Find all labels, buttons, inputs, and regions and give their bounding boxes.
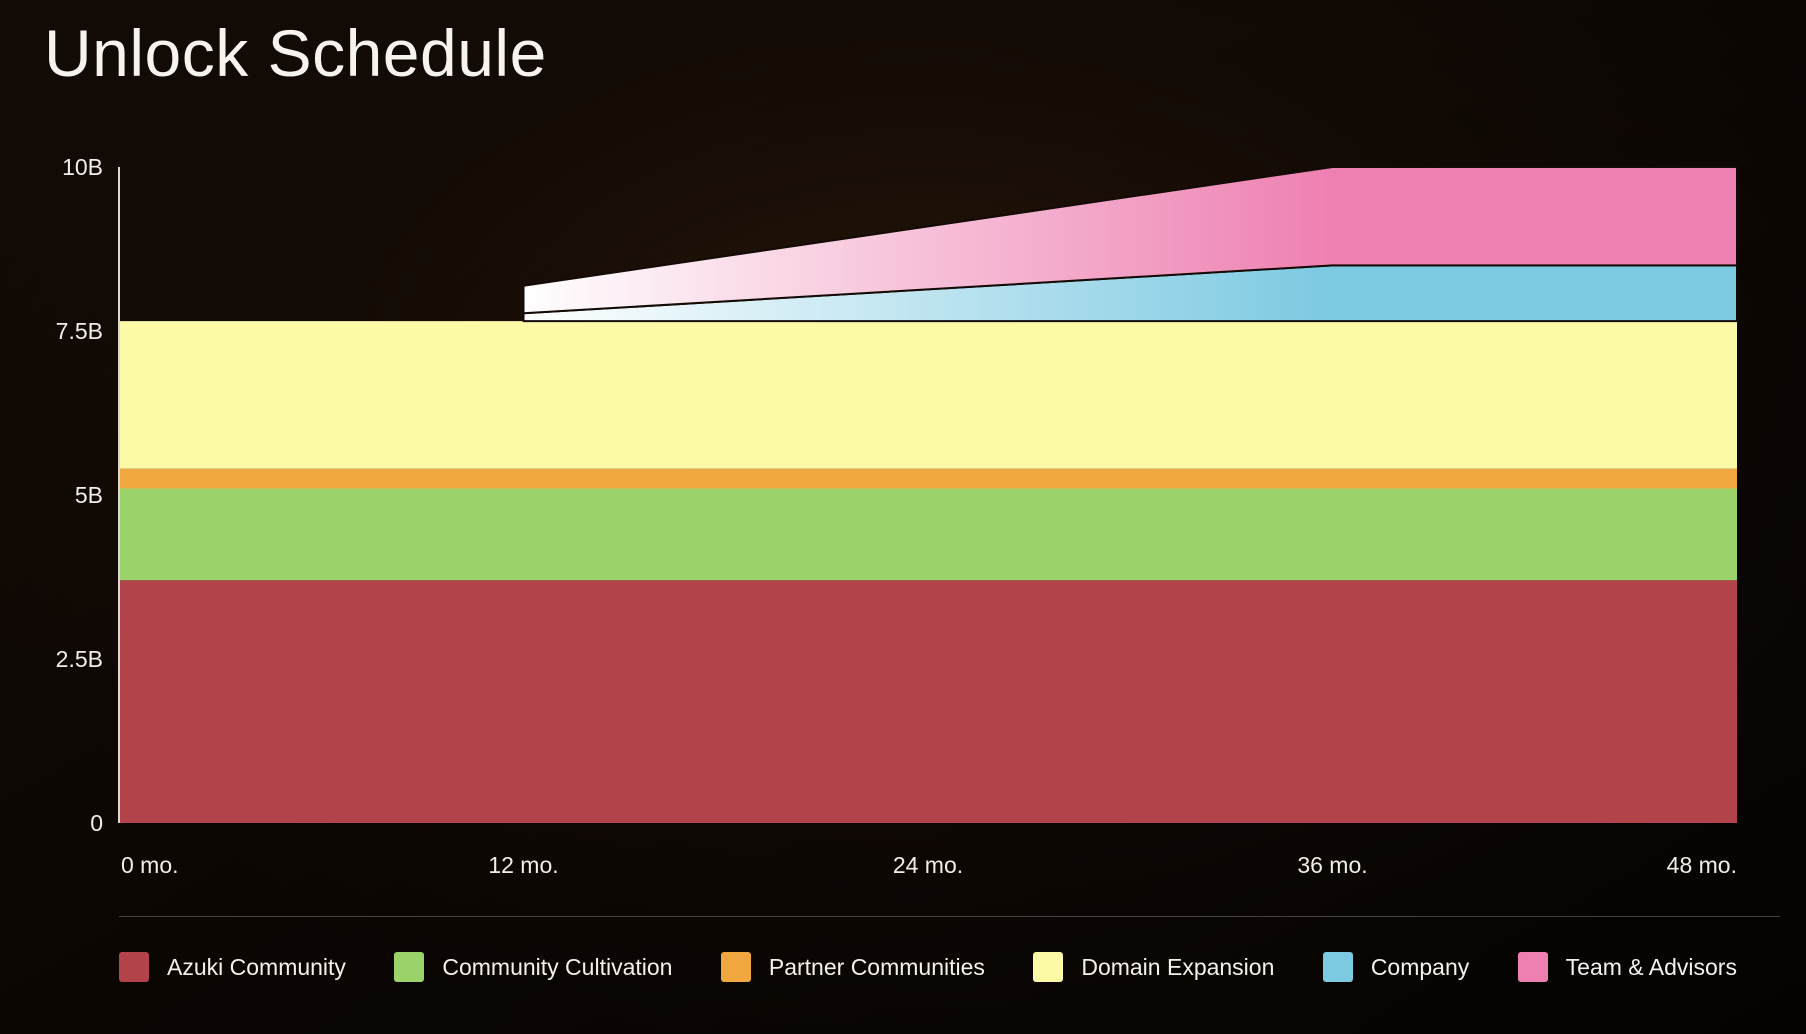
y-tick-label-5b: 5B — [75, 482, 103, 508]
legend-label: Partner Communities — [768, 953, 985, 980]
legend-label: Domain Expansion — [1081, 953, 1275, 980]
area-community-cultivation — [119, 488, 1737, 581]
x-tick-label-36-mo: 36 mo. — [1297, 852, 1367, 878]
x-tick-label-48-mo: 48 mo. — [1667, 852, 1737, 878]
legend-item-team-advisors[interactable]: Team & Advisors — [1517, 952, 1737, 982]
legend-item-partner-communities[interactable]: Partner Communities — [720, 952, 985, 982]
y-tick-label-10b: 10B — [62, 154, 103, 180]
area-azuki-community — [119, 580, 1737, 823]
legend-label: Community Cultivation — [442, 953, 673, 980]
legend-item-company[interactable]: Company — [1322, 952, 1470, 982]
y-tick-label-2-5b: 2.5B — [56, 646, 103, 672]
chart-legend: Azuki Community Community Cultivation Part… — [119, 952, 1737, 982]
x-tick-label-0-mo: 0 mo. — [121, 852, 179, 878]
area-partner-communities — [119, 468, 1737, 489]
legend-swatch-team-advisors — [1517, 952, 1548, 982]
legend-item-domain-expansion[interactable]: Domain Expansion — [1033, 952, 1274, 982]
page-title: Unlock Schedule — [44, 16, 547, 90]
legend-item-community-cultivation[interactable]: Community Cultivation — [394, 952, 672, 982]
y-tick-label-0: 0 — [90, 810, 103, 836]
legend-label: Company — [1370, 953, 1470, 980]
area-domain-expansion — [119, 321, 1737, 469]
y-tick-label-7-5b: 7.5B — [56, 318, 103, 344]
legend-swatch-domain-expansion — [1033, 952, 1064, 982]
legend-swatch-azuki-community — [119, 952, 149, 982]
legend-swatch-partner-communities — [720, 952, 751, 982]
legend-label: Azuki Community — [167, 953, 346, 980]
x-tick-label-24-mo: 24 mo. — [893, 852, 963, 878]
legend-swatch-company — [1322, 952, 1353, 982]
legend-swatch-community-cultivation — [394, 952, 425, 982]
area-team-advisors — [522, 166, 1738, 315]
legend-divider — [119, 916, 1780, 917]
legend-item-azuki-community[interactable]: Azuki Community — [119, 952, 346, 982]
x-tick-label-12-mo: 12 mo. — [488, 852, 558, 878]
legend-label: Team & Advisors — [1565, 953, 1737, 980]
